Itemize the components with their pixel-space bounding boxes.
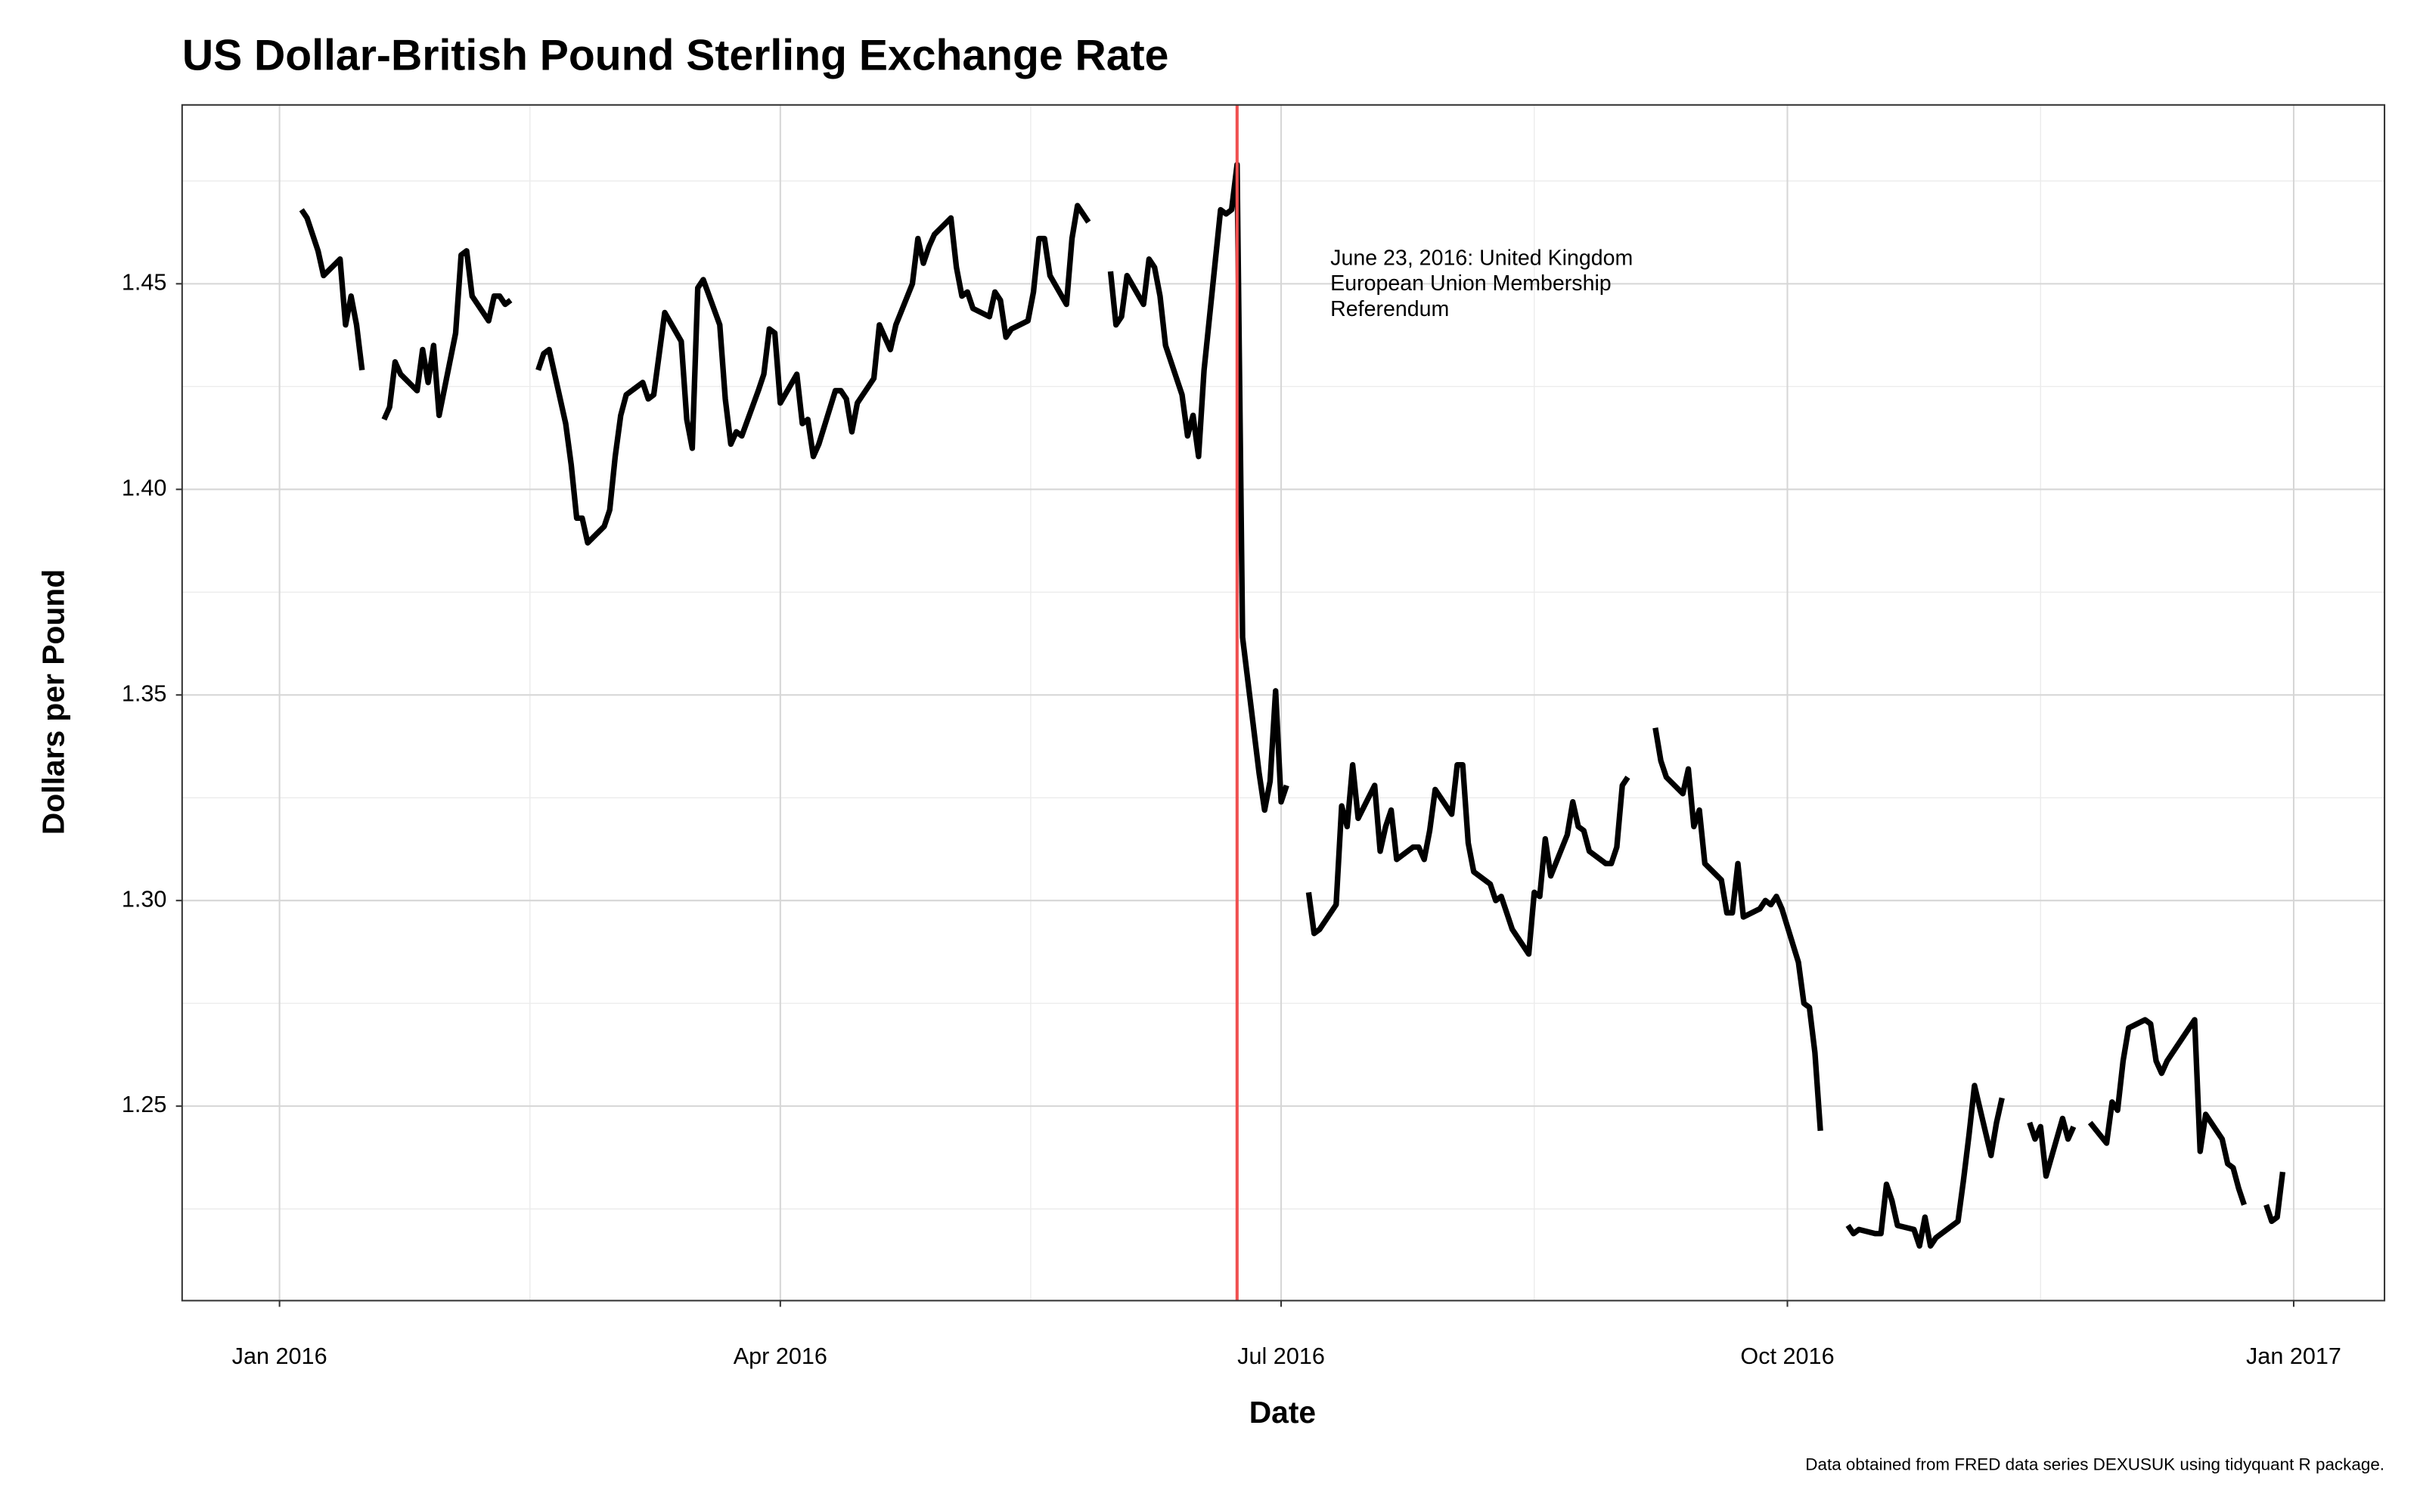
- x-tick-label: Oct 2016: [1740, 1343, 1834, 1369]
- y-tick-label: 1.40: [122, 475, 167, 500]
- x-tick-label: Jul 2016: [1237, 1343, 1325, 1369]
- panel-border: [181, 104, 2386, 1302]
- y-axis-label: Dollars per Pound: [36, 569, 70, 835]
- grid: [182, 104, 2385, 1301]
- x-axis-label: Date: [1249, 1395, 1316, 1430]
- y-tick-label: 1.25: [122, 1092, 167, 1117]
- y-tick-label: 1.45: [122, 269, 167, 295]
- annotation: Referendum: [1330, 297, 1449, 321]
- annotation: European Union Membership: [1330, 271, 1612, 296]
- x-tick-label: Jan 2016: [232, 1343, 327, 1369]
- y-tick-label: 1.35: [122, 680, 167, 706]
- x-tick-label: Jan 2017: [2246, 1343, 2341, 1369]
- caption: Data obtained from FRED data series DEXU…: [1805, 1455, 2384, 1474]
- chart-title: US Dollar-British Pound Sterling Exchang…: [182, 32, 1169, 80]
- plot-area: [299, 104, 2286, 1301]
- x-tick-label: Apr 2016: [734, 1343, 827, 1369]
- line: [299, 161, 2286, 1249]
- y-tick-label: 1.30: [122, 886, 167, 912]
- annotation: June 23, 2016: United Kingdom: [1330, 246, 1633, 270]
